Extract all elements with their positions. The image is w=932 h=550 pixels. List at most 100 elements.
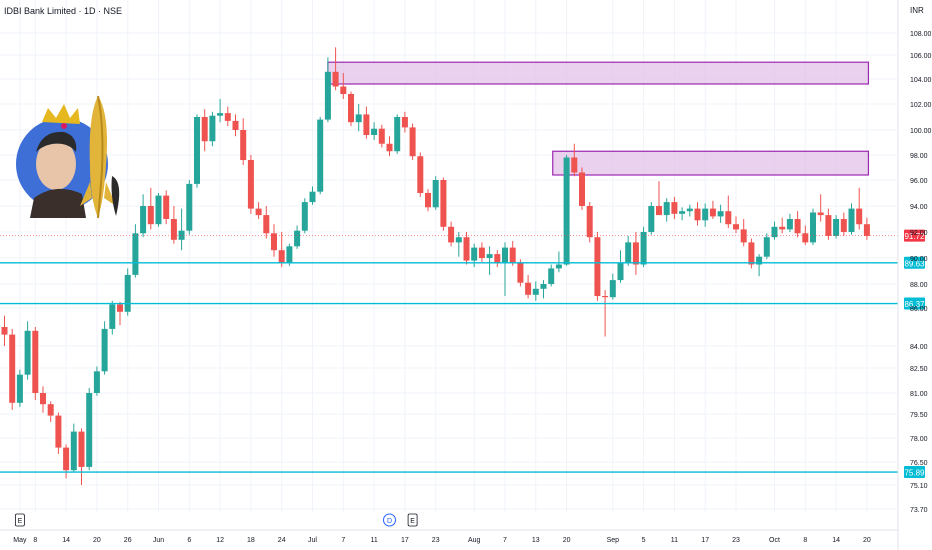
candle-body: [309, 191, 316, 203]
candle-body: [840, 219, 847, 232]
candle-body: [440, 180, 447, 227]
candle-body: [471, 247, 478, 261]
candle-body: [70, 431, 77, 471]
price-tick-label: 78.00: [910, 436, 928, 443]
time-tick-label: 5: [642, 537, 646, 544]
time-tick-label: 24: [278, 537, 286, 544]
candle-body: [448, 226, 455, 243]
candle-body: [255, 208, 262, 216]
candle-body: [78, 431, 85, 467]
candle-body: [555, 264, 562, 269]
support-line-layer: 89.63 86.37 75.89 91.72: [0, 229, 925, 479]
candle-body: [93, 371, 100, 393]
earnings-marker-label: E: [18, 518, 23, 525]
price-tick-label: 92.00: [910, 230, 928, 237]
candle-body: [378, 128, 385, 144]
supply-zone-rect: [327, 61, 870, 85]
price-tick-label: 84.00: [910, 344, 928, 351]
time-tick-label: 8: [803, 537, 807, 544]
candle-body: [40, 393, 46, 405]
candle-body: [594, 237, 601, 296]
time-tick-label: 12: [216, 537, 224, 544]
candle-body: [155, 195, 162, 225]
candle-body: [140, 206, 147, 234]
candle-body: [463, 237, 470, 261]
candle-body: [24, 330, 31, 375]
candle-body: [586, 206, 593, 238]
candle-body: [786, 219, 793, 230]
candle-body: [702, 208, 709, 221]
candle-body: [348, 94, 354, 123]
earnings-marker-label: E: [410, 518, 415, 525]
candle-body: [332, 71, 339, 87]
candle-body: [602, 296, 609, 298]
candle-body: [32, 330, 39, 393]
time-tick-label: 7: [503, 537, 507, 544]
price-tick-label: 73.70: [910, 507, 928, 514]
candle-body: [686, 208, 693, 212]
candle-body: [301, 202, 308, 231]
candle-body: [63, 447, 70, 471]
candle-body: [733, 224, 739, 230]
candle-body: [756, 256, 763, 265]
price-tick-label: 75.10: [910, 483, 928, 490]
candle-body: [263, 215, 270, 234]
candle-body: [709, 208, 716, 217]
candle-body: [317, 119, 324, 192]
time-tick-label: Aug: [468, 537, 481, 544]
price-tick-label: 96.00: [910, 178, 928, 185]
candle-body: [609, 280, 616, 298]
candle-body: [455, 237, 462, 243]
support-price-label: 75.89: [904, 469, 925, 478]
candle-body: [417, 156, 424, 193]
candle-body: [548, 268, 555, 284]
supply-zone-rect: [552, 150, 870, 176]
candle-body: [617, 263, 624, 281]
support-price-label: 86.37: [904, 300, 925, 309]
time-tick-label: 14: [62, 537, 70, 544]
time-tick-label: 6: [187, 537, 191, 544]
candle-body: [663, 202, 670, 216]
candle-body: [725, 211, 732, 225]
dividend-marker-label: D: [387, 518, 392, 525]
time-tick-label: Sep: [607, 537, 620, 544]
candle-body: [394, 117, 401, 152]
candle-body: [763, 237, 770, 257]
candle-body: [486, 254, 493, 258]
time-tick-label: 18: [247, 537, 255, 544]
last-price-tag: [904, 229, 925, 242]
price-tick-label: 102.00: [910, 102, 932, 109]
earnings-marker: [14, 513, 25, 527]
candle-body: [525, 282, 532, 295]
price-tick-label: 100.00: [910, 128, 932, 135]
time-tick-label: 23: [732, 537, 740, 544]
candle-body: [186, 183, 193, 231]
candle-body: [247, 160, 254, 209]
candle-body: [355, 114, 362, 123]
candle-body: [802, 233, 809, 243]
chart-title: IDBI Bank Limited · 1D · NSE: [4, 6, 123, 16]
candle-body: [863, 224, 870, 236]
support-price-tag: [904, 297, 925, 310]
candle-body: [9, 334, 16, 403]
candle-body: [833, 219, 840, 236]
candle-body: [278, 250, 285, 264]
time-tick-label: Jun: [153, 537, 164, 544]
candle-body: [371, 128, 378, 135]
candle-body: [748, 242, 755, 265]
candle-body: [294, 230, 301, 247]
candle-body: [178, 230, 185, 240]
candle-body: [509, 247, 516, 264]
candle-body: [409, 127, 416, 157]
time-tick-label: 11: [671, 537, 678, 544]
candle-body: [517, 263, 524, 283]
candle-body: [286, 246, 293, 264]
candle-body: [432, 180, 439, 208]
candle-body: [340, 86, 347, 94]
candle-body: [810, 212, 816, 243]
candle-body: [16, 374, 23, 403]
support-price-tag: [904, 466, 925, 479]
